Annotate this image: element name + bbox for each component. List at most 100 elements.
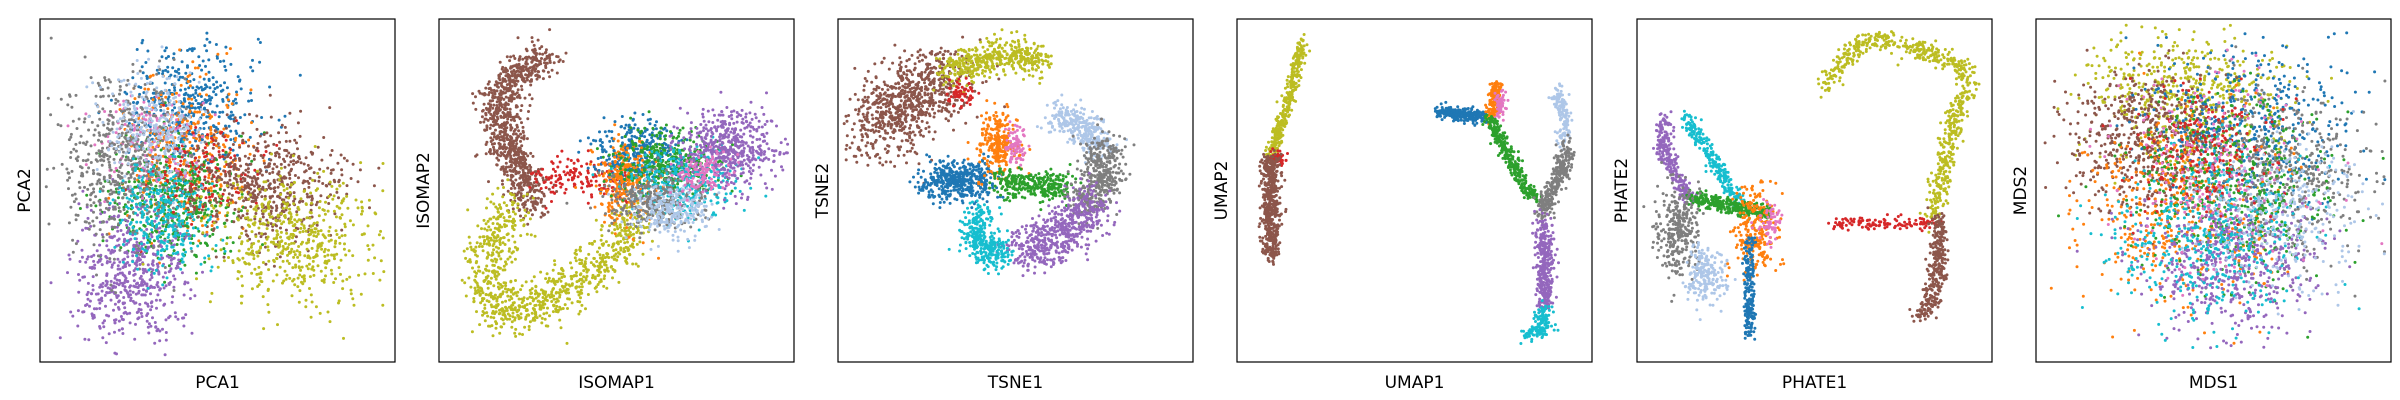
scatter-point <box>97 299 100 302</box>
scatter-point <box>359 161 362 164</box>
scatter-point <box>249 176 252 179</box>
scatter-point <box>327 311 330 314</box>
scatter-point <box>289 156 292 159</box>
scatter-point <box>146 320 149 323</box>
scatter-point <box>179 205 182 208</box>
scatter-point <box>506 174 509 177</box>
scatter-point <box>76 127 79 130</box>
scatter-point <box>218 194 221 197</box>
scatter-point <box>156 293 159 296</box>
scatter-point <box>87 129 90 132</box>
scatter-point <box>284 216 287 219</box>
scatter-point <box>505 96 508 99</box>
scatter-point <box>75 242 78 245</box>
scatter-point <box>170 214 173 217</box>
scatter-point <box>69 206 72 209</box>
scatter-point <box>180 128 183 131</box>
scatter-point <box>323 255 326 258</box>
scatter-point <box>165 46 168 49</box>
scatter-point <box>196 227 199 230</box>
scatter-point <box>108 257 111 260</box>
scatter-point <box>92 275 95 278</box>
scatter-point <box>181 258 184 261</box>
scatter-point <box>233 120 236 123</box>
scatter-point <box>203 234 206 237</box>
scatter-point <box>262 212 265 215</box>
scatter-point <box>227 98 230 101</box>
scatter-point <box>228 165 231 168</box>
scatter-point <box>192 218 195 221</box>
scatter-point <box>259 218 262 221</box>
scatter-point <box>352 163 355 166</box>
scatter-point <box>218 115 221 118</box>
scatter-point <box>148 151 151 154</box>
scatter-point <box>275 144 278 147</box>
scatter-point <box>179 135 182 138</box>
scatter-point <box>249 205 252 208</box>
scatter-point <box>45 185 48 188</box>
scatter-point <box>313 222 316 225</box>
scatter-point <box>247 253 250 256</box>
scatter-point <box>93 134 96 137</box>
scatter-point <box>317 146 320 149</box>
scatter-point <box>263 223 266 226</box>
scatter-point <box>118 299 121 302</box>
scatter-point <box>182 205 185 208</box>
scatter-point <box>172 211 175 214</box>
scatter-point <box>327 234 330 237</box>
scatter-point <box>167 233 170 236</box>
scatter-point <box>270 153 273 156</box>
scatter-point <box>179 118 182 121</box>
scatter-point <box>200 86 203 89</box>
scatter-point <box>173 190 176 193</box>
scatter-point <box>126 255 129 258</box>
scatter-point <box>95 95 98 98</box>
scatter-point <box>244 262 247 265</box>
scatter-point <box>297 156 300 159</box>
scatter-point <box>237 214 240 217</box>
scatter-point <box>250 160 253 163</box>
scatter-point <box>264 189 267 192</box>
scatter-point <box>104 135 107 138</box>
scatter-point <box>348 276 351 279</box>
scatter-point <box>155 90 158 93</box>
scatter-point <box>106 127 109 130</box>
scatter-point <box>207 208 210 211</box>
scatter-point <box>265 150 268 153</box>
scatter-point <box>140 312 143 315</box>
scatter-point <box>84 112 87 115</box>
scatter-point <box>155 299 158 302</box>
scatter-point <box>172 286 175 289</box>
scatter-point <box>310 293 313 296</box>
scatter-point <box>129 290 132 293</box>
scatter-point <box>299 135 302 138</box>
scatter-point <box>77 309 80 312</box>
scatter-point <box>144 122 147 125</box>
scatter-point <box>157 178 160 181</box>
scatter-point <box>144 61 147 64</box>
scatter-point <box>316 221 319 224</box>
scatter-point <box>127 162 130 165</box>
scatter-point <box>237 208 240 211</box>
scatter-point <box>204 187 207 190</box>
scatter-point <box>170 246 173 249</box>
scatter-point <box>298 260 301 263</box>
scatter-point <box>236 277 239 280</box>
scatter-point <box>499 89 502 92</box>
scatter-point <box>289 211 292 214</box>
scatter-point <box>306 180 309 183</box>
scatter-point <box>251 183 254 186</box>
scatter-point <box>86 258 89 261</box>
scatter-point <box>294 229 297 232</box>
scatter-point <box>179 76 182 79</box>
scatter-point <box>194 89 197 92</box>
scatter-point <box>96 168 99 171</box>
scatter-point <box>111 92 114 95</box>
scatter-point <box>127 137 130 140</box>
scatter-point <box>310 202 313 205</box>
scatter-point <box>96 124 99 127</box>
scatter-point <box>112 116 115 119</box>
scatter-point <box>210 210 213 213</box>
scatter-point <box>108 332 111 335</box>
scatter-point <box>178 203 181 206</box>
